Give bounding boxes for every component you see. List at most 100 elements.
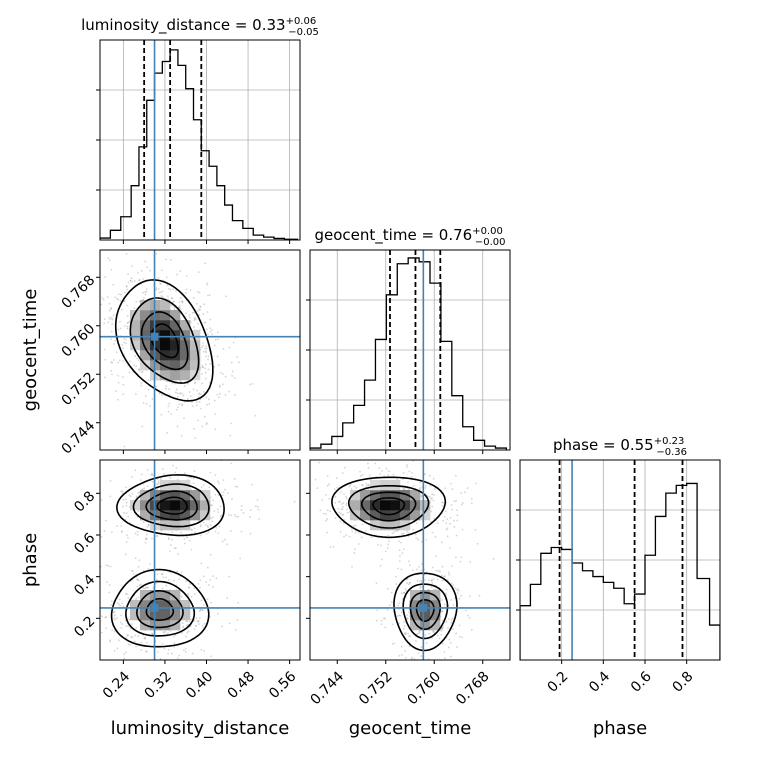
sample-point <box>162 576 165 579</box>
sample-point <box>178 392 181 395</box>
sample-point <box>128 494 131 497</box>
sample-point <box>151 481 154 483</box>
title-phase: phase = 0.55+0.23 −0.36 <box>553 436 687 458</box>
sample-point <box>140 473 143 476</box>
sample-point <box>115 390 117 392</box>
sample-point <box>135 578 138 581</box>
sample-point <box>176 425 179 428</box>
sample-point <box>201 366 204 368</box>
sample-point <box>181 622 184 625</box>
sample-point <box>160 529 163 532</box>
sample-point <box>212 575 215 578</box>
sample-point <box>155 385 158 388</box>
sample-point <box>191 652 194 655</box>
sample-point <box>455 534 458 537</box>
sample-point <box>120 627 123 629</box>
sample-point <box>207 526 210 528</box>
density-cell <box>400 490 411 501</box>
sample-point <box>188 539 191 542</box>
sample-point <box>442 519 445 522</box>
sample-point <box>346 508 348 511</box>
sample-point <box>455 589 458 591</box>
sample-point <box>130 265 133 268</box>
contour-line <box>409 591 442 630</box>
sample-point <box>429 484 432 487</box>
sample-point <box>365 482 368 485</box>
sample-point <box>415 522 418 525</box>
sample-point <box>384 617 387 620</box>
sample-point <box>233 377 236 379</box>
sample-point <box>204 262 207 265</box>
density-cell <box>140 510 151 521</box>
sample-point <box>403 625 406 627</box>
sample-point <box>199 525 202 528</box>
sample-point <box>203 604 205 606</box>
sample-point <box>341 503 343 505</box>
sample-point <box>123 337 125 340</box>
sample-point <box>140 648 143 651</box>
sample-point <box>203 521 205 524</box>
sample-point <box>104 376 106 379</box>
density-cell <box>140 300 151 311</box>
sample-point <box>174 547 177 550</box>
sample-point <box>193 593 196 596</box>
sample-point <box>433 488 436 490</box>
sample-point <box>390 591 393 594</box>
sample-point <box>329 510 332 513</box>
sample-point <box>455 632 458 635</box>
sample-point <box>151 632 153 635</box>
sample-point <box>354 548 356 551</box>
density-cell <box>410 620 421 631</box>
sample-point <box>350 488 353 490</box>
sample-point <box>329 546 332 548</box>
x-tick-label: 0.744 <box>308 669 348 709</box>
sample-point <box>393 642 396 645</box>
density-cell <box>130 610 141 621</box>
sample-point <box>176 478 179 481</box>
sample-point <box>463 491 466 494</box>
sample-point <box>142 521 145 524</box>
sample-point <box>156 488 159 491</box>
sample-point <box>408 581 411 584</box>
sample-point <box>205 351 208 354</box>
sample-point <box>175 467 178 469</box>
sample-point <box>155 582 158 585</box>
sample-point <box>144 587 146 590</box>
sample-point <box>452 604 455 606</box>
sample-point <box>384 626 387 629</box>
sample-point <box>207 355 210 358</box>
sample-point <box>163 647 166 650</box>
sample-point <box>438 637 441 640</box>
sample-point <box>401 598 404 600</box>
sample-point <box>178 654 180 657</box>
density-cell <box>420 510 431 521</box>
density-cell <box>430 610 441 621</box>
sample-point <box>384 550 387 553</box>
sample-point <box>197 322 199 325</box>
sample-point <box>183 538 186 541</box>
sample-point <box>230 462 233 465</box>
density-cell <box>160 500 171 511</box>
sample-point <box>441 642 444 645</box>
sample-point <box>218 364 220 366</box>
sample-point <box>456 514 459 517</box>
sample-point <box>442 626 445 628</box>
sample-point <box>221 625 223 628</box>
sample-point <box>204 363 207 366</box>
sample-point <box>113 614 116 617</box>
sample-point <box>403 680 405 682</box>
sample-point <box>195 302 198 305</box>
density-cell <box>170 310 181 321</box>
density-cell <box>360 490 371 501</box>
sample-point <box>205 282 208 285</box>
density-cell <box>170 620 181 631</box>
density-cell <box>140 330 151 341</box>
sample-point <box>171 382 174 385</box>
sample-point <box>217 511 220 514</box>
hist-panel-geocent_time: geocent_time = 0.76+0.00 −0.00 <box>306 226 511 454</box>
sample-point <box>400 592 403 595</box>
sample-point <box>114 339 117 342</box>
sample-point <box>398 622 400 625</box>
sample-point <box>122 347 124 350</box>
sample-point <box>125 285 128 288</box>
